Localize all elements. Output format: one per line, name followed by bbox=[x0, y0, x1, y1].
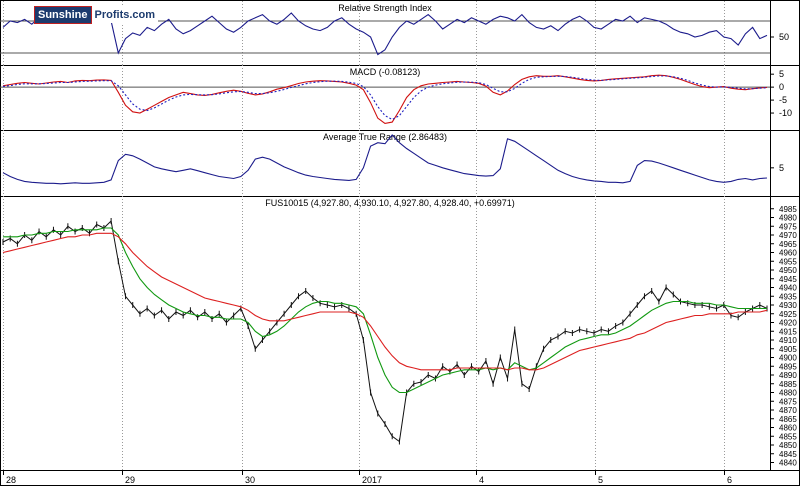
series-line bbox=[2, 75, 768, 121]
y-tick-label: 4960 bbox=[779, 249, 797, 258]
y-tick-label: 4875 bbox=[779, 397, 797, 406]
y-tick-label: 4860 bbox=[779, 424, 797, 433]
logo: Sunshine Profits.com bbox=[34, 6, 159, 24]
panel-title: Average True Range (2.86483) bbox=[323, 132, 447, 142]
y-tick-label: 4900 bbox=[779, 354, 797, 363]
series-line bbox=[2, 219, 768, 443]
panel-title: MACD (-0.08123) bbox=[350, 67, 421, 77]
panel-3: 4985498049754970496549604955495049454940… bbox=[0, 196, 800, 485]
x-tick-label: 30 bbox=[245, 475, 255, 485]
y-tick-label: 4985 bbox=[779, 205, 797, 214]
y-tick-label: 4905 bbox=[779, 345, 797, 354]
logo-left: Sunshine bbox=[34, 6, 92, 24]
y-tick-label: 4970 bbox=[779, 231, 797, 240]
y-tick-label: 4920 bbox=[779, 319, 797, 328]
y-tick-label: 4910 bbox=[779, 336, 797, 345]
y-tick-label: 5 bbox=[779, 163, 784, 173]
y-tick-label: -10 bbox=[779, 108, 792, 118]
panel-title: Relative Strength Index bbox=[338, 3, 432, 13]
y-tick-label: 4840 bbox=[779, 459, 797, 468]
panel-2: 5 Average True Range (2.86483) bbox=[0, 130, 800, 197]
y-tick-label: 4890 bbox=[779, 371, 797, 380]
series-line bbox=[2, 74, 768, 124]
y-tick-label: 50 bbox=[779, 32, 789, 42]
panel-title: FUS10015 (4,927.80, 4,930.10, 4,927.80, … bbox=[265, 198, 514, 208]
y-tick-label: 4980 bbox=[779, 214, 797, 223]
y-tick-label: 4930 bbox=[779, 301, 797, 310]
x-tick-label: 6 bbox=[727, 475, 732, 485]
x-tick-label: 2017 bbox=[362, 475, 382, 485]
y-tick-label: 4945 bbox=[779, 275, 797, 284]
y-tick-label: 4975 bbox=[779, 222, 797, 231]
y-tick-label: 4850 bbox=[779, 441, 797, 450]
y-tick-label: -5 bbox=[779, 95, 787, 105]
y-tick-label: 4950 bbox=[779, 266, 797, 275]
series-line bbox=[3, 227, 767, 394]
y-tick-label: 4885 bbox=[779, 380, 797, 389]
x-tick-label: 29 bbox=[125, 475, 135, 485]
x-tick-label: 4 bbox=[479, 475, 484, 485]
panel-1: 5 0 -5 -10 MACD (-0.08123) bbox=[0, 65, 800, 131]
series-line bbox=[2, 134, 768, 185]
y-tick-label: 4880 bbox=[779, 389, 797, 398]
y-tick-label: 4845 bbox=[779, 450, 797, 459]
y-tick-label: 4895 bbox=[779, 362, 797, 371]
y-tick-label: 0 bbox=[779, 82, 784, 92]
series-line bbox=[2, 10, 768, 56]
y-tick-label: 4865 bbox=[779, 415, 797, 424]
y-tick-label: 5 bbox=[779, 69, 784, 79]
y-tick-label: 4965 bbox=[779, 240, 797, 249]
y-tick-label: 4870 bbox=[779, 406, 797, 415]
logo-right: Profits.com bbox=[91, 7, 159, 23]
y-tick-label: 4935 bbox=[779, 292, 797, 301]
y-tick-label: 4855 bbox=[779, 432, 797, 441]
y-tick-label: 4940 bbox=[779, 284, 797, 293]
y-tick-label: 4925 bbox=[779, 310, 797, 319]
y-tick-label: 4955 bbox=[779, 257, 797, 266]
y-tick-label: 4915 bbox=[779, 327, 797, 336]
x-tick-label: 5 bbox=[598, 475, 603, 485]
x-tick-label: 28 bbox=[6, 475, 16, 485]
series-line bbox=[2, 232, 768, 371]
